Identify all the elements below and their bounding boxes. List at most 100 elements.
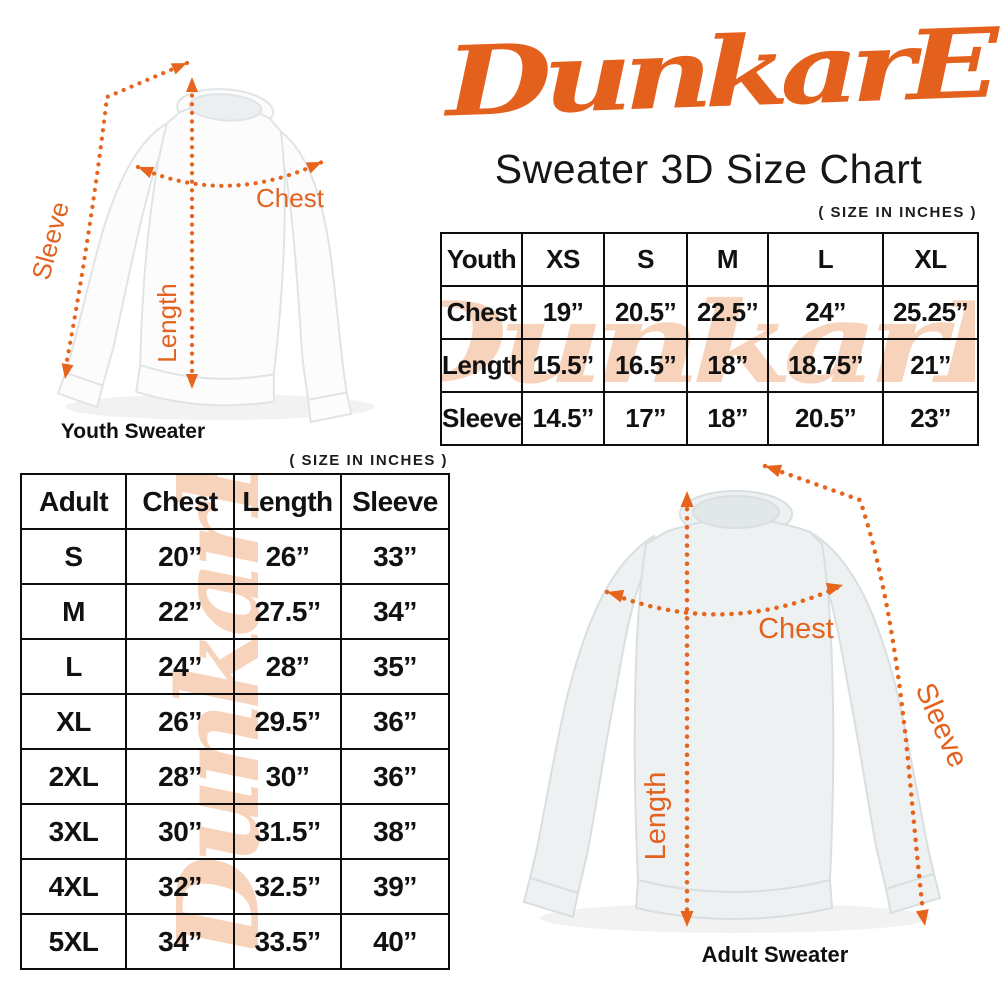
cell: Length xyxy=(233,473,342,530)
table-row: Chest 19’’ 20.5’’ 22.5’’ 24’’ 25.25’’ xyxy=(440,285,979,340)
cell: Length xyxy=(440,338,523,393)
youth-measure-lines xyxy=(61,60,325,386)
cell: 20.5’’ xyxy=(767,391,884,446)
arrowhead-icon xyxy=(765,464,783,478)
arrowhead-icon xyxy=(186,374,198,389)
cell: 17’’ xyxy=(603,391,688,446)
cell: Sleeve xyxy=(340,473,450,530)
cell: XL xyxy=(20,693,127,750)
cell: 36’’ xyxy=(340,693,450,750)
cell: 34’’ xyxy=(125,913,235,970)
youth-sweater-figure: Sleeve Length Chest xyxy=(26,60,375,424)
cell: Chest xyxy=(125,473,235,530)
cell: 5XL xyxy=(20,913,127,970)
cell: M xyxy=(686,232,769,287)
cell: 23’’ xyxy=(882,391,979,446)
cell: 18’’ xyxy=(686,338,769,393)
adult-sleeve-label: Sleeve xyxy=(909,678,974,772)
adult-length-label: Length xyxy=(640,772,672,861)
cell: Youth xyxy=(440,232,523,287)
arrowhead-icon xyxy=(186,77,198,92)
youth-sweater-shadow xyxy=(65,394,375,420)
cell: 19’’ xyxy=(521,285,605,340)
adult-figure-caption: Adult Sweater xyxy=(701,942,849,967)
table-header-row: Adult Chest Length Sleeve xyxy=(20,473,450,530)
table-row: 4XL 32’’ 32.5’’ 39’’ xyxy=(20,858,450,915)
cell: 26’’ xyxy=(233,528,342,585)
cell: 18’’ xyxy=(686,391,769,446)
cell: 38’’ xyxy=(340,803,450,860)
table-row: 2XL 28’’ 30’’ 36’’ xyxy=(20,748,450,805)
cell: 3XL xyxy=(20,803,127,860)
page-title: Sweater 3D Size Chart xyxy=(494,146,923,192)
cell: Chest xyxy=(440,285,523,340)
youth-length-label: Length xyxy=(152,283,182,363)
cell: 26’’ xyxy=(125,693,235,750)
cell: S xyxy=(603,232,688,287)
arrowhead-icon xyxy=(915,909,929,926)
cell: 32.5’’ xyxy=(233,858,342,915)
adult-measure-lines xyxy=(604,463,927,924)
cell: 22’’ xyxy=(125,583,235,640)
cell: XL xyxy=(882,232,979,287)
arrowhead-icon xyxy=(680,491,694,507)
table-row: Sleeve 14.5’’ 17’’ 18’’ 20.5’’ 23’’ xyxy=(440,391,979,446)
cell: 24’’ xyxy=(767,285,884,340)
cell: 25.25’’ xyxy=(882,285,979,340)
table-row: M 22’’ 27.5’’ 34’’ xyxy=(20,583,450,640)
cell: S xyxy=(20,528,127,585)
cell: 34’’ xyxy=(340,583,450,640)
adult-sweater-figure: Length Chest Sleeve xyxy=(522,463,974,933)
cell: 30’’ xyxy=(233,748,342,805)
cell: XS xyxy=(521,232,605,287)
cell: 27.5’’ xyxy=(233,583,342,640)
cell: 21’’ xyxy=(882,338,979,393)
adult-chest-label: Chest xyxy=(758,613,834,645)
cell: L xyxy=(20,638,127,695)
adult-size-table: Adult Chest Length Sleeve S 20’’ 26’’ 33… xyxy=(20,473,450,970)
adult-sweater-illustration xyxy=(522,490,942,920)
cell: Sleeve xyxy=(440,391,523,446)
cell: 32’’ xyxy=(125,858,235,915)
table-row: 5XL 34’’ 33.5’’ 40’’ xyxy=(20,913,450,970)
youth-measure-arrows xyxy=(61,63,322,389)
cell: 22.5’’ xyxy=(686,285,769,340)
youth-sleeve-label: Sleeve xyxy=(26,198,76,283)
arrowhead-icon xyxy=(170,63,187,75)
cell: 28’’ xyxy=(125,748,235,805)
adult-chest-line xyxy=(604,582,846,617)
arrowhead-icon xyxy=(607,589,625,603)
cell: 16.5’’ xyxy=(603,338,688,393)
table-row: S 20’’ 26’’ 33’’ xyxy=(20,528,450,585)
youth-units-note: ( SIZE IN INCHES ) xyxy=(818,204,977,221)
cell: 33.5’’ xyxy=(233,913,342,970)
youth-figure-caption: Youth Sweater xyxy=(60,420,206,443)
cell: L xyxy=(767,232,884,287)
cell: 35’’ xyxy=(340,638,450,695)
cell: 20.5’’ xyxy=(603,285,688,340)
cell: 31.5’’ xyxy=(233,803,342,860)
youth-sweater-illustration xyxy=(56,88,353,424)
cell: 15.5’’ xyxy=(521,338,605,393)
cell: 40’’ xyxy=(340,913,450,970)
youth-chest-line xyxy=(135,159,325,188)
adult-units-note: ( SIZE IN INCHES ) xyxy=(289,452,448,469)
arrowhead-icon xyxy=(825,582,843,596)
cell: 28’’ xyxy=(233,638,342,695)
youth-chest-label: Chest xyxy=(256,183,325,213)
cell: Adult xyxy=(20,473,127,530)
cell: 39’’ xyxy=(340,858,450,915)
table-row: L 24’’ 28’’ 35’’ xyxy=(20,638,450,695)
cell: 14.5’’ xyxy=(521,391,605,446)
adult-measure-arrows xyxy=(607,464,929,927)
cell: 24’’ xyxy=(125,638,235,695)
cell: 33’’ xyxy=(340,528,450,585)
arrowhead-icon xyxy=(61,363,74,379)
cell: 30’’ xyxy=(125,803,235,860)
adult-sleeve-line xyxy=(762,463,927,923)
brand-logo: DunkarE xyxy=(440,2,997,144)
cell: 29.5’’ xyxy=(233,693,342,750)
cell: 2XL xyxy=(20,748,127,805)
table-header-row: Youth XS S M L XL xyxy=(440,232,979,287)
